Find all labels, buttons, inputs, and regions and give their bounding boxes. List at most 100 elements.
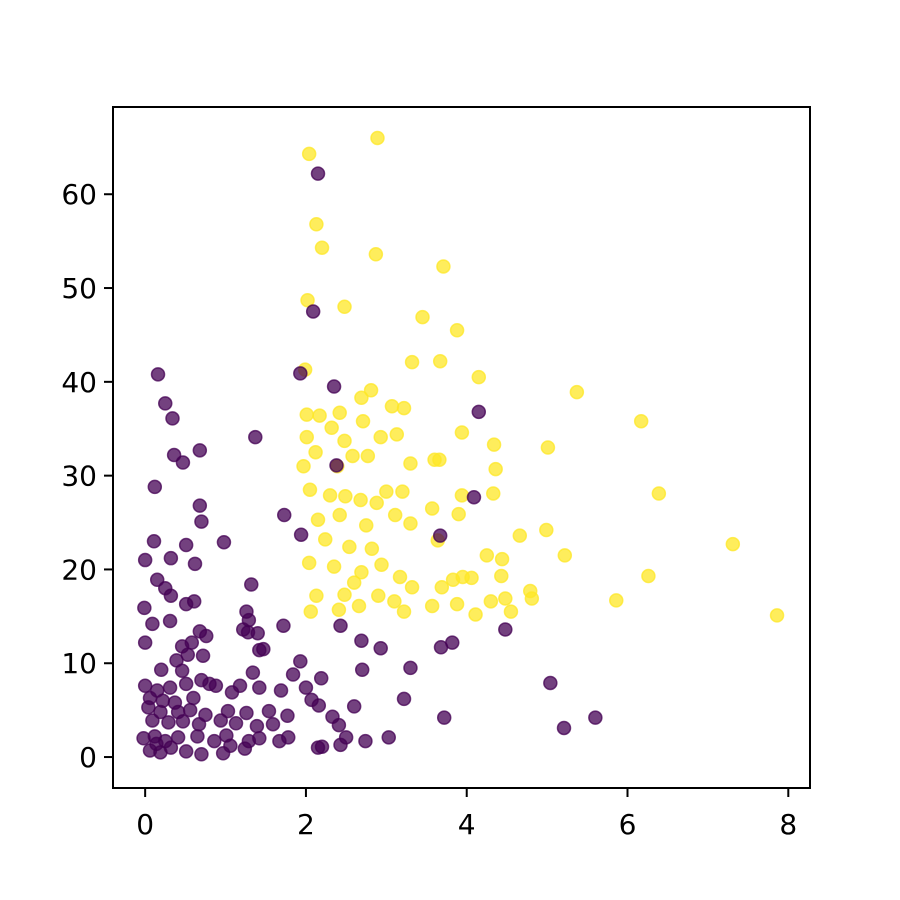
scatter-point <box>503 604 519 619</box>
scatter-point <box>498 622 513 637</box>
scatter-point <box>449 322 465 338</box>
scatter-point <box>384 398 400 414</box>
scatter-point <box>191 716 207 732</box>
scatter-point <box>175 714 191 729</box>
plot-frame <box>112 106 811 789</box>
scatter-point <box>369 495 384 511</box>
scatter-point <box>364 541 380 557</box>
scatter-point <box>137 552 153 568</box>
scatter-point <box>651 486 667 501</box>
scatter-point <box>374 557 389 573</box>
scatter-point <box>326 559 342 574</box>
scatter-point <box>588 710 603 725</box>
scatter-point <box>199 628 214 644</box>
scatter-point <box>145 616 160 632</box>
scatter-point <box>387 507 403 523</box>
x-tick-label: 2 <box>297 808 315 841</box>
scatter-point <box>333 618 348 633</box>
scatter-point <box>310 740 326 755</box>
scatter-point <box>308 444 323 460</box>
scatter-point <box>464 570 479 586</box>
scatter-point <box>363 383 379 398</box>
scatter-point <box>146 534 162 549</box>
scatter-point <box>309 588 324 603</box>
scatter-point <box>313 671 329 686</box>
scatter-point <box>150 367 166 382</box>
scatter-point <box>449 596 465 612</box>
scatter-point <box>404 354 420 370</box>
scatter-point <box>451 506 466 522</box>
scatter-point <box>190 729 205 744</box>
scatter-point <box>170 730 186 745</box>
scatter-point <box>403 516 418 531</box>
scatter-point <box>256 641 271 657</box>
scatter-point <box>466 489 482 505</box>
scatter-point <box>252 680 267 695</box>
scatter-point <box>387 594 402 609</box>
scatter-point <box>486 486 501 501</box>
scatter-point <box>354 390 369 406</box>
scatter-point <box>195 648 211 663</box>
y-tick-label: 60 <box>61 178 97 211</box>
scatter-point <box>436 259 451 274</box>
scatter-point <box>178 744 194 759</box>
scatter-point <box>213 713 228 728</box>
scatter-point <box>147 479 163 495</box>
scatter-point <box>312 408 327 423</box>
x-tick-label: 6 <box>619 808 637 841</box>
scatter-point <box>486 437 502 452</box>
scatter-point <box>396 400 412 416</box>
scatter-point <box>381 730 396 745</box>
scatter-point <box>337 433 352 449</box>
scatter-point <box>298 680 314 695</box>
scatter-point <box>354 633 369 648</box>
scatter-point <box>324 420 339 436</box>
scatter-point <box>276 618 291 633</box>
scatter-point <box>228 716 244 731</box>
scatter-point <box>296 459 311 474</box>
scatter-point <box>333 737 348 753</box>
scatter-point <box>389 427 405 442</box>
scatter-point <box>483 594 499 609</box>
scatter-point <box>149 736 164 752</box>
scatter-point <box>373 640 388 656</box>
scatter-point <box>137 600 152 616</box>
scatter-point <box>293 654 308 669</box>
scatter-point <box>725 536 741 552</box>
scatter-point <box>163 550 179 566</box>
scatter-point <box>174 663 190 678</box>
scatter-point <box>175 455 191 470</box>
scatter-point <box>609 593 624 608</box>
y-tick-label: 20 <box>61 553 97 586</box>
scatter-point <box>479 548 495 563</box>
scatter-point <box>303 604 319 619</box>
scatter-point <box>512 528 528 543</box>
scatter-point <box>163 588 179 603</box>
scatter-point <box>337 587 352 603</box>
scatter-point <box>285 667 301 682</box>
scatter-point <box>434 580 450 595</box>
scatter-point <box>370 130 385 146</box>
scatter-point <box>331 602 347 618</box>
scatter-point <box>162 613 178 629</box>
scatter-point <box>239 705 254 721</box>
scatter-point <box>353 492 368 508</box>
scatter-point <box>207 733 222 749</box>
scatter-point <box>281 730 296 745</box>
scatter-point <box>192 498 208 513</box>
scatter-point <box>337 299 352 315</box>
scatter-point <box>433 640 449 655</box>
scatter-point <box>403 660 418 676</box>
scatter-point <box>415 309 430 325</box>
scatter-point <box>261 703 277 719</box>
scatter-point <box>180 647 196 663</box>
scatter-point <box>208 678 224 694</box>
scatter-point <box>145 713 160 728</box>
y-tick-label: 30 <box>61 460 97 493</box>
scatter-point <box>494 568 509 584</box>
scatter-point <box>373 429 388 445</box>
scatter-point <box>354 662 370 678</box>
scatter-point <box>317 532 333 547</box>
scatter-point <box>379 484 394 499</box>
